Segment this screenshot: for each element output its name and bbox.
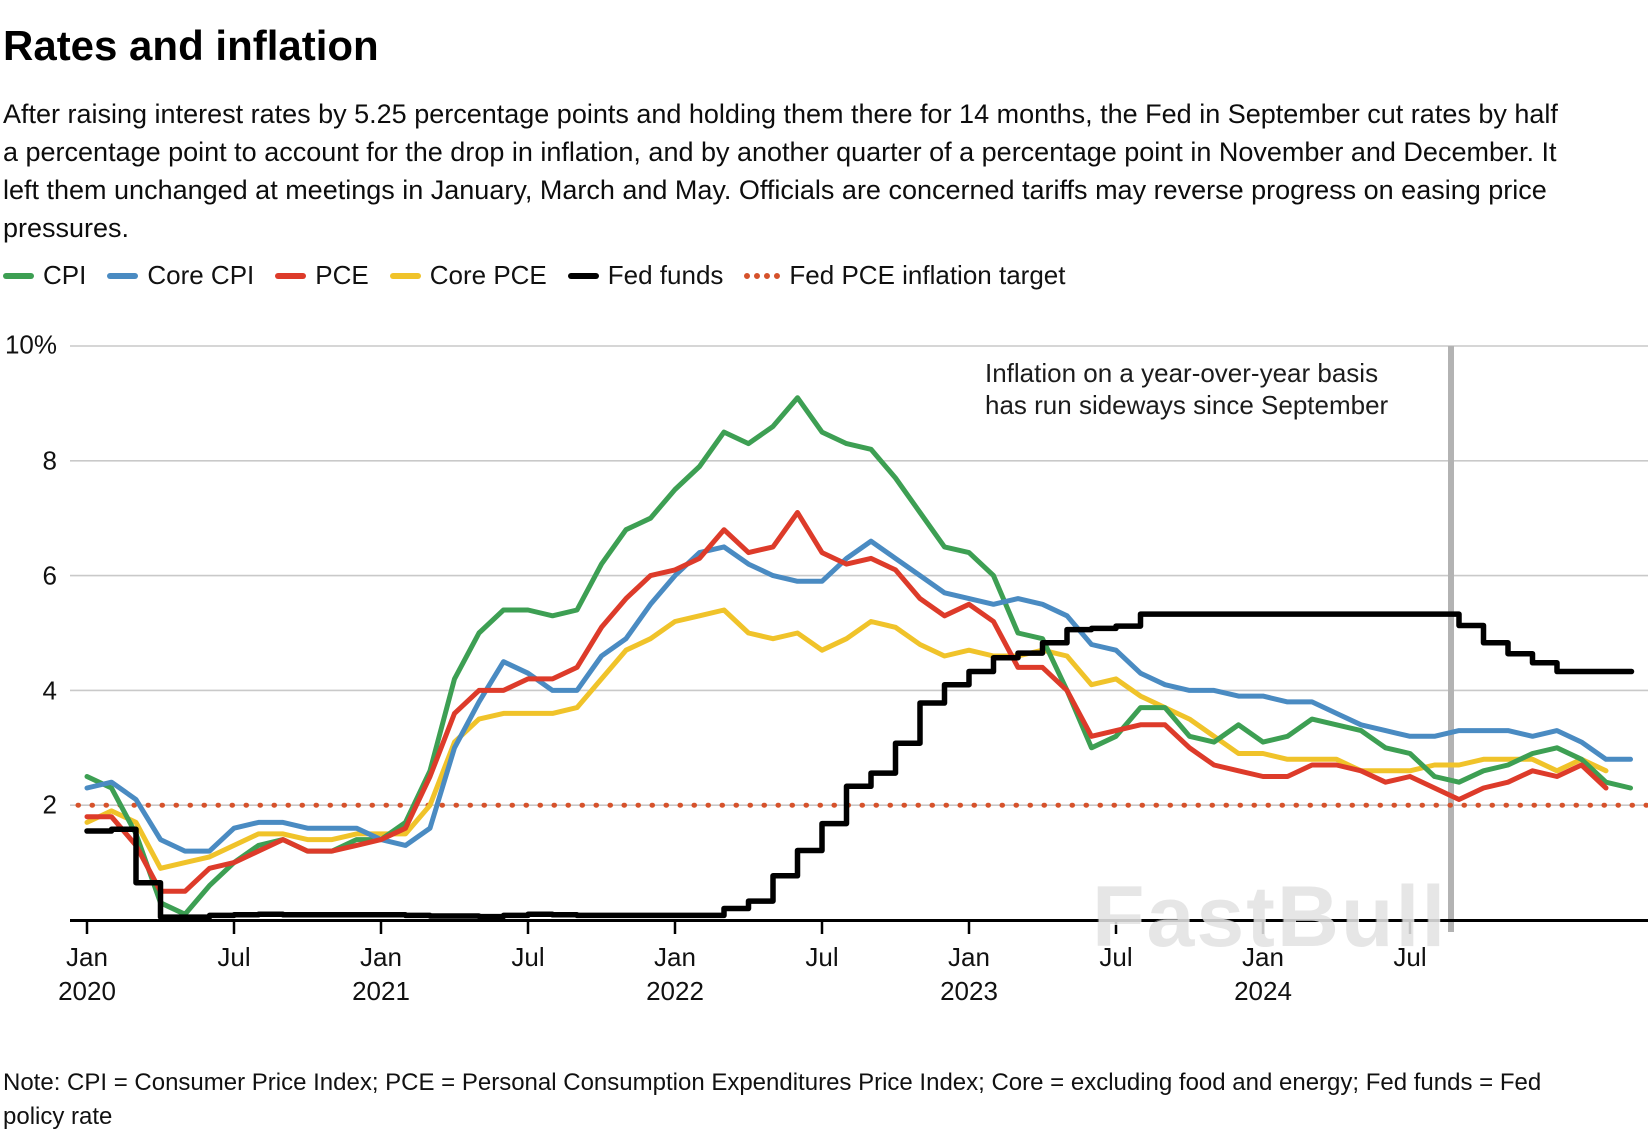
- cpi-line-swatch-icon: [3, 272, 34, 279]
- series-line-fed-funds: [84, 611, 1635, 920]
- pce-line-swatch-icon: [275, 272, 307, 279]
- legend-item-core-cpi: Core CPI: [107, 260, 254, 291]
- legend-label: Core CPI: [147, 260, 255, 290]
- chart-description: After raising interest rates by 5.25 per…: [3, 99, 1558, 243]
- page-title: Rates and inflation: [3, 22, 379, 70]
- x-axis-label-Jan2021: Jan 2021: [352, 942, 410, 1006]
- x-axis-label-Jan2022: Jan 2022: [646, 942, 704, 1006]
- x-axis-label-Jul: Jul: [1099, 942, 1133, 972]
- legend-item-fed-funds: Fed funds: [567, 260, 724, 291]
- fed-target-dotted-swatch-icon: [744, 272, 781, 279]
- legend-item-cpi: CPI: [3, 260, 86, 291]
- series-line-cpi: [84, 395, 1633, 917]
- x-axis-label-Jul: Jul: [217, 942, 251, 972]
- series-line-pce: [84, 510, 1609, 894]
- legend-label: PCE: [315, 260, 369, 290]
- x-axis-label-Jan2024: Jan 2024: [1234, 942, 1292, 1006]
- x-axis-label-Jan2023: Jan 2023: [940, 942, 998, 1006]
- chart-annotation: Inflation on a year-over-year basis has …: [985, 358, 1389, 420]
- series-line-core-cpi: [84, 538, 1633, 854]
- fastbull-watermark: FastBull: [1092, 869, 1448, 965]
- legend: CPI Core CPI PCE Core PCE Fed funds Fed …: [3, 260, 1065, 291]
- x-axis-label-Jan2020: Jan 2020: [58, 942, 116, 1006]
- legend-label: Core PCE: [429, 260, 547, 290]
- y-axis-label-4: 4: [42, 675, 57, 706]
- y-axis-label-10: 10%: [4, 329, 57, 360]
- legend-item-core-pce: Core PCE: [389, 260, 547, 291]
- legend-label: Fed funds: [607, 260, 724, 290]
- core-cpi-line-swatch-icon: [107, 272, 139, 279]
- x-axis-label-Jul: Jul: [1393, 942, 1427, 972]
- x-axis-label-Jul: Jul: [805, 942, 839, 972]
- rates-inflation-line-chart: [70, 345, 1648, 934]
- y-axis-label-6: 6: [42, 560, 57, 591]
- y-axis-label-8: 8: [42, 445, 57, 476]
- legend-label: Fed PCE inflation target: [789, 260, 1066, 290]
- rates-and-inflation-chart-page: Rates and inflation After raising intere…: [3, 22, 1648, 1130]
- core-pce-line-swatch-icon: [389, 272, 421, 279]
- fed-funds-line-swatch-icon: [567, 272, 599, 279]
- legend-label: CPI: [43, 260, 87, 290]
- x-axis-label-Jul: Jul: [511, 942, 545, 972]
- legend-item-pce: PCE: [275, 260, 369, 291]
- y-axis-label-2: 2: [42, 789, 57, 820]
- footnote: Note: CPI = Consumer Price Index; PCE = …: [3, 1069, 1542, 1130]
- legend-item-fed-target: Fed PCE inflation target: [744, 260, 1065, 291]
